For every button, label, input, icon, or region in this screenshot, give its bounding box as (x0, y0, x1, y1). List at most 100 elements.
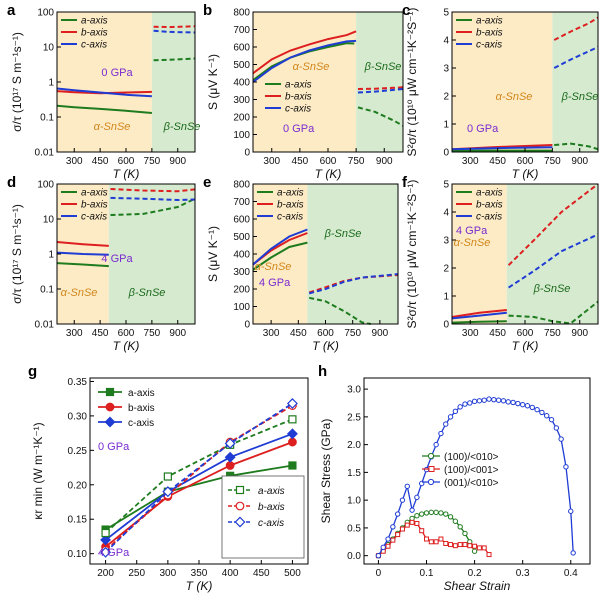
legend-marker (235, 485, 245, 495)
x-tick-label: 450 (489, 156, 506, 167)
x-tick-label: 300 (160, 568, 177, 579)
alpha-phase-region (452, 12, 553, 152)
y-tick-label: 1 (443, 120, 449, 131)
y-tick-label: 0.01 (35, 148, 55, 159)
data-point (481, 545, 487, 551)
legend-label: c-axis (285, 104, 311, 115)
data-point (419, 511, 425, 517)
x-axis-label: T (K) (512, 167, 539, 181)
x-tick-label: 900 (571, 328, 588, 339)
series-line-c-axis (56, 251, 109, 256)
panel-f: 300 450 600 750 900 0 1 2 3 4 5 T (K) S²σ/τ (10¹⁰ μW… (402, 174, 599, 353)
beta-phase-region (506, 184, 598, 324)
legend-label: (100)/<001> (444, 465, 499, 476)
legend-label: b-axis (258, 502, 285, 513)
data-point (448, 542, 454, 548)
panel-label: a (7, 2, 16, 19)
x-tick-label: 600 (517, 156, 534, 167)
y-tick-label: 0.35 (68, 377, 88, 388)
x-tick-label: 200 (97, 568, 114, 579)
series-line-a-axis (104, 418, 293, 534)
y-tick-label: 0.1 (40, 285, 54, 296)
data-point (491, 396, 497, 403)
x-tick-label: 0.2 (468, 568, 482, 579)
pressure-label-solid: 0 GPa (98, 441, 130, 453)
y-tick-label: 100 (37, 8, 54, 19)
x-tick-label: 0 (376, 568, 382, 579)
alpha-phase-region (253, 12, 357, 152)
panel-e: 300 450 600 750 900 0 100 200 300 400 500 600 700 800… (203, 174, 399, 353)
y-tick-label: 400 (233, 250, 250, 261)
y-tick-label: 2 (443, 264, 449, 275)
legend-label: a-axis (128, 388, 155, 399)
data-point (286, 428, 298, 440)
x-axis-label: T (K) (315, 167, 342, 181)
beta-phase-label: β-SnSe (364, 61, 402, 73)
data-point (447, 514, 454, 520)
pressure-label: 4 GPa (259, 277, 291, 289)
series-line-b-axis (56, 241, 109, 247)
x-tick-label: 300 (263, 156, 280, 167)
alpha-phase-label: α-SnSe (61, 287, 98, 299)
legend-marker (235, 501, 245, 511)
data-point (443, 540, 449, 546)
series-line-dashed-a-axis (554, 142, 599, 151)
data-point (162, 486, 174, 498)
data-point (462, 401, 468, 407)
x-tick-label: 350 (191, 568, 208, 579)
data-point (568, 508, 574, 514)
legend-label: a-axis (81, 16, 108, 27)
x-tick-label: 750 (144, 328, 161, 339)
y-tick-label: 10 (43, 43, 55, 54)
alpha-phase-region (57, 12, 152, 152)
y-tick-label: 0.30 (68, 411, 88, 422)
panel-label: h (318, 363, 327, 380)
data-point (471, 548, 478, 554)
series-line-a-axis (105, 464, 293, 531)
y-tick-label: 1 (443, 292, 449, 303)
y-tick-label: 2.0 (347, 440, 361, 451)
data-point (288, 461, 297, 470)
pressure-label: 4 GPa (101, 253, 133, 265)
data-point (428, 539, 434, 545)
series-line-dashed-c-axis (110, 196, 196, 202)
data-point (467, 543, 473, 549)
data-point (447, 414, 454, 420)
data-point (462, 530, 468, 537)
x-tick-label: 300 (462, 156, 479, 167)
data-point (286, 398, 298, 409)
data-point (404, 522, 410, 528)
panel-label: e (203, 174, 211, 191)
alpha-phase-label: α-SnSe (255, 261, 292, 273)
alpha-phase-label: α-SnSe (496, 91, 533, 103)
series-line-dashed-b-axis (507, 183, 599, 266)
pressure-label: 4 GPa (456, 225, 488, 237)
data-point (399, 526, 405, 532)
legend-label: b-axis (277, 200, 304, 211)
y-tick-label: 200 (233, 113, 250, 124)
x-tick-label: 900 (169, 156, 186, 167)
y-tick-label: 500 (233, 232, 250, 243)
y-tick-label: 0 (244, 320, 250, 331)
data-point (288, 437, 297, 447)
series-line-dashed-b-axis (153, 25, 196, 29)
alpha-phase-label: α-SnSe (293, 61, 330, 73)
x-tick-label: 450 (92, 156, 109, 167)
legend-label: b-axis (476, 200, 503, 211)
y-tick-label: 0.1 (40, 113, 54, 124)
series-line-c-axis (252, 39, 357, 83)
data-point (443, 511, 449, 517)
y-tick-label: 500 (233, 60, 250, 71)
y-tick-label: 100 (37, 180, 54, 191)
data-point (452, 543, 458, 549)
data-point (380, 544, 386, 551)
y-tick-label: 400 (233, 78, 250, 89)
data-point (163, 472, 172, 481)
y-axis-label: σ/τ (10¹⁷ S m⁻¹s⁻¹) (10, 204, 24, 304)
x-tick-label: 600 (118, 328, 135, 339)
x-tick-label: 400 (222, 568, 239, 579)
y-tick-label: 2.5 (347, 412, 361, 423)
data-point (486, 396, 492, 402)
series-line-c-axis (105, 432, 293, 541)
y-tick-label: 1 (48, 78, 54, 89)
